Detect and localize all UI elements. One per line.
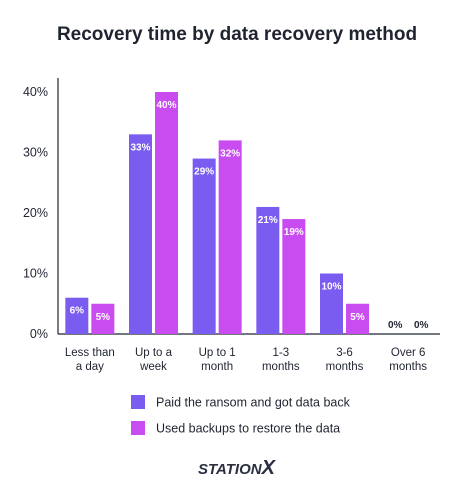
data-label: 21% [258,215,278,226]
y-tick-label: 10% [23,267,48,281]
bars: 6% 5% 33% 40% 29% 32% 21% 19% 10% 5% 0% 0% [65,92,429,334]
y-tick-label: 40% [23,85,48,99]
bar [192,158,216,334]
y-axis-ticks: 0% 10% 20% 30% 40% [23,85,48,341]
legend-label: Used backups to restore the data [156,422,340,436]
x-axis-ticks: Less than a day Up to a week Up to 1 month 1-3… [65,347,427,373]
data-label: 10% [321,282,341,293]
legend-label: Paid the ransom and got data back [156,396,351,410]
data-label: 19% [284,227,304,238]
data-label: 5% [96,312,111,323]
bar [282,219,306,334]
legend: Paid the ransom and got data back Used ba… [131,395,351,436]
data-label: 32% [220,148,240,159]
x-tick-label: 3-6 months [326,347,364,373]
x-tick-label: Up to a week [135,347,173,373]
bar [129,134,152,334]
x-tick-label: 1-3 months [262,347,300,373]
axes [57,78,440,335]
y-tick-label: 20% [23,206,48,220]
bar [218,140,242,334]
bar [91,303,115,334]
bar [65,297,89,334]
x-tick-label: Up to 1 month [199,347,236,373]
x-tick-label: Less than a day [65,347,115,373]
y-tick-label: 0% [30,327,48,341]
bar [155,92,178,334]
logo-text: STATIONX [198,457,277,479]
legend-swatch [131,421,145,435]
data-label: 29% [194,167,214,178]
data-label: 40% [156,100,176,111]
data-label: 0% [388,320,403,331]
data-label: 6% [70,306,85,317]
bar [346,303,369,334]
bar [256,206,280,334]
x-tick-label: Over 6 months [389,347,427,373]
chart-title: Recovery time by data recovery method [57,24,417,45]
legend-swatch [131,395,145,409]
data-label: 0% [414,320,429,331]
data-label: 33% [130,142,150,153]
bar [320,273,343,334]
y-tick-label: 30% [23,146,48,160]
stationx-logo: STATIONX [198,457,277,479]
data-label: 5% [350,312,365,323]
